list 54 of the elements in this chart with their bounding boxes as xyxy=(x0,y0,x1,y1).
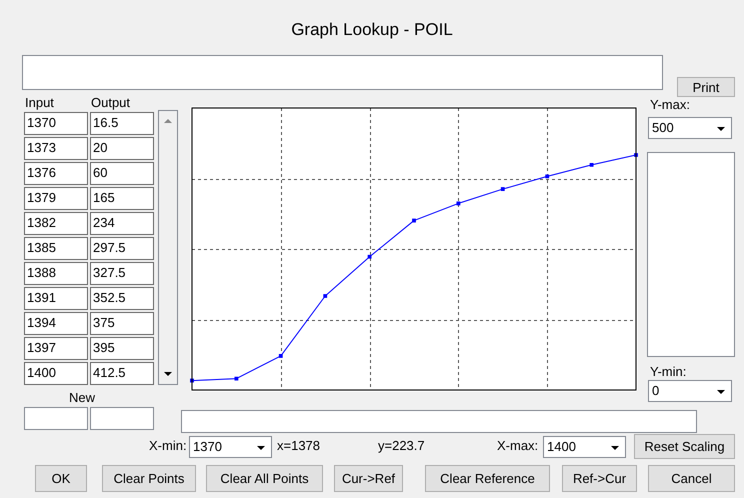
text: 165 xyxy=(93,190,115,205)
text: 20 xyxy=(93,140,108,155)
text: 412.5 xyxy=(93,365,126,380)
text: X-max: xyxy=(497,438,538,453)
point xyxy=(456,201,460,206)
text: 375 xyxy=(93,315,115,330)
text: 234 xyxy=(93,215,115,230)
text: Input xyxy=(25,95,54,110)
point xyxy=(234,376,238,381)
text: 0 xyxy=(652,383,660,398)
text: 1397 xyxy=(27,340,56,355)
text: Y-max: xyxy=(650,97,690,112)
text: 1370 xyxy=(27,115,56,130)
text: Clear Points xyxy=(102,465,196,492)
text: 1382 xyxy=(27,215,56,230)
point xyxy=(590,162,594,167)
text: Clear All Points xyxy=(206,465,323,492)
text: 1379 xyxy=(27,190,56,205)
point xyxy=(412,218,416,222)
text: x=1378 xyxy=(277,438,320,453)
text: Output xyxy=(91,95,130,110)
text: Reset Scaling xyxy=(634,434,735,459)
text: 1400 xyxy=(27,365,56,380)
text: Y-min: xyxy=(650,364,686,379)
text: Print xyxy=(677,77,735,97)
text: 1394 xyxy=(27,315,56,330)
text: 297.5 xyxy=(93,240,126,255)
text: 395 xyxy=(93,340,115,355)
text: Clear Reference xyxy=(425,465,550,492)
text: Cancel xyxy=(648,465,735,492)
text: 1391 xyxy=(27,290,56,305)
text: X-min: xyxy=(149,438,187,453)
point xyxy=(545,174,550,178)
point xyxy=(500,187,505,191)
text: 327.5 xyxy=(93,265,126,280)
text: 1376 xyxy=(27,165,56,180)
text: OK xyxy=(35,465,87,492)
text: Cur->Ref xyxy=(334,465,403,492)
text: 1370 xyxy=(193,439,222,454)
text: 16.5 xyxy=(93,115,118,130)
text: 1373 xyxy=(27,140,56,155)
text: New xyxy=(69,390,96,405)
point xyxy=(323,294,328,298)
text: 1385 xyxy=(27,240,56,255)
text: y=223.7 xyxy=(378,438,425,453)
point xyxy=(368,254,372,259)
text: 1388 xyxy=(27,265,56,280)
text: 60 xyxy=(93,165,108,180)
text: 352.5 xyxy=(93,290,126,305)
point xyxy=(278,354,283,358)
text: Ref->Cur xyxy=(562,465,637,492)
chart-title: Graph Lookup - POIL xyxy=(290,20,454,40)
text: 500 xyxy=(652,120,674,135)
text: 1400 xyxy=(547,439,576,454)
